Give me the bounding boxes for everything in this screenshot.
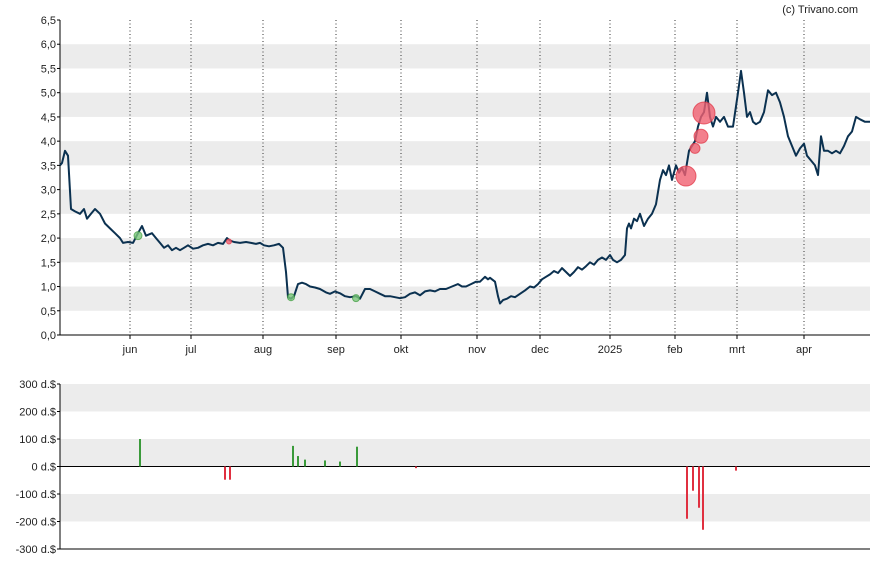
y-tick-label: 1,0 [41,282,56,294]
y-tick-label: 4,0 [41,136,56,148]
y-tick-label: 100 d.$ [19,434,56,446]
buy-marker [133,231,143,241]
y-tick-label: 5,5 [41,63,56,75]
price-line [59,69,870,305]
credit-text: (c) Trivano.com [782,4,858,16]
sell-marker [689,142,701,154]
price-band [60,286,870,311]
y-tick-label: 6,5 [41,15,56,27]
sell-marker [693,128,709,144]
transaction-band [60,384,870,412]
y-tick-label: 300 d.$ [19,379,56,391]
sell-marker [226,238,232,245]
x-tick-label: jul [184,344,196,356]
transaction-band [60,439,870,467]
sell-marker [692,101,716,125]
buy-marker [287,293,295,302]
y-tick-label: 6,0 [41,39,56,51]
y-tick-label: -300 d.$ [16,544,56,556]
x-tick-label: sep [327,344,345,356]
sell-marker [675,165,697,187]
x-tick-label: dec [531,344,549,356]
price-band [60,141,870,166]
y-tick-label: 3,5 [41,160,56,172]
y-tick-label: 2,0 [41,233,56,245]
y-tick-label: 4,5 [41,112,56,124]
price-chart: 0,0 0,5 1,0 1,5 2,0 2,5 3,0 3,5 4,0 4,5 5,0 5,5 6,0 6… [41,15,870,356]
x-tick-label: mrt [729,344,745,356]
y-tick-label: 0,0 [41,330,56,342]
y-tick-label: 3,0 [41,185,56,197]
y-tick-label: 200 d.$ [19,407,56,419]
x-tick-label: jun [122,344,138,356]
price-band [60,189,870,214]
price-band [60,238,870,263]
y-tick-label: 5,0 [41,88,56,100]
y-tick-label: 1,5 [41,257,56,269]
x-tick-label: 2025 [598,344,622,356]
y-tick-label: 2,5 [41,209,56,221]
y-tick-label: 0,5 [41,306,56,318]
x-tick-label: aug [254,344,272,356]
x-tick-label: feb [667,344,682,356]
transaction-band [60,494,870,522]
y-tick-label: 0 d.$ [32,462,56,474]
transaction-chart: 300 d.$ 200 d.$ 100 d.$ 0 d.$ -100 d.$ -200 d… [16,379,870,556]
y-tick-label: -200 d.$ [16,517,56,529]
x-tick-label: apr [796,344,812,356]
buy-marker [352,294,360,303]
price-band [60,44,870,69]
x-tick-label: okt [394,344,409,356]
x-tick-label: nov [468,344,486,356]
y-tick-label: -100 d.$ [16,489,56,501]
